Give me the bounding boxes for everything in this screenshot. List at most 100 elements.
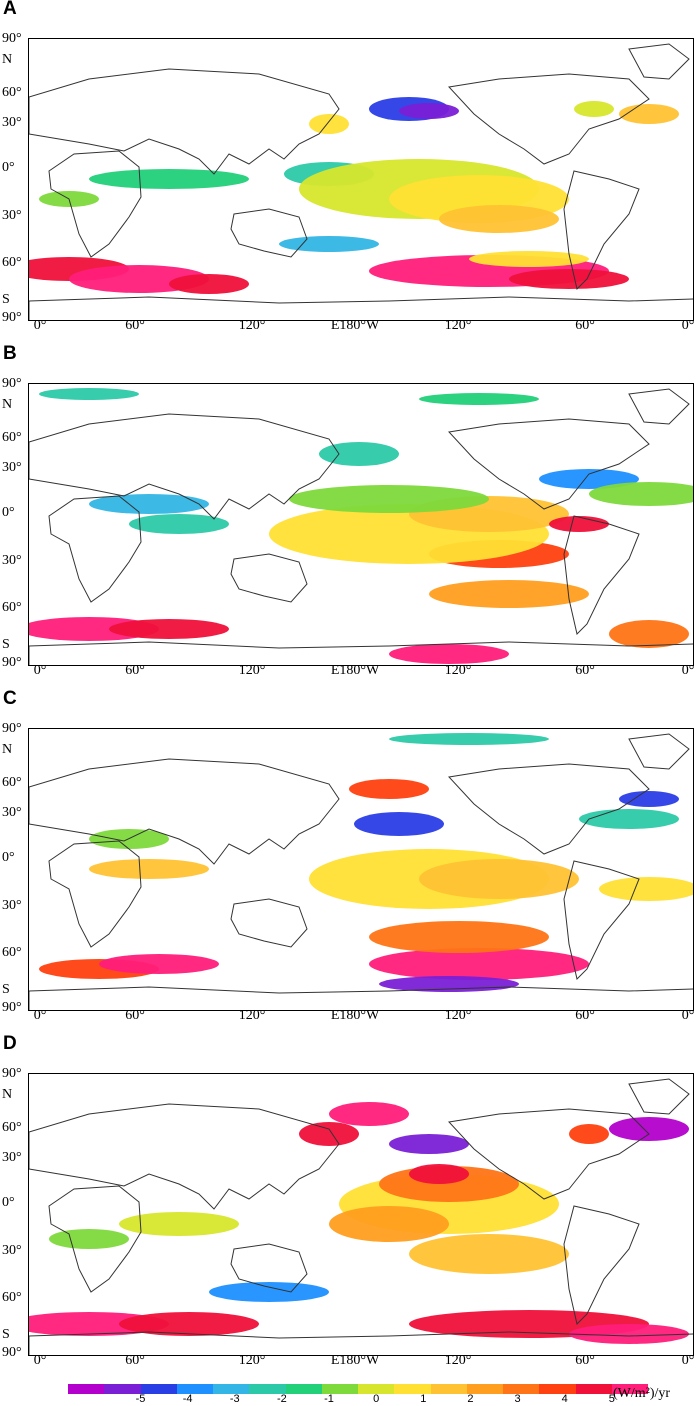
field-patch [439,205,559,233]
field-patch [209,1282,329,1302]
map-c [28,728,694,1011]
lon-label: 0° [681,1008,695,1023]
coastline-layer [29,388,693,665]
field-patch [569,1124,609,1144]
lon-label: 0° [33,318,47,333]
colorbar-tick: -5 [135,1393,146,1405]
field-layer [29,1102,689,1344]
field-patch [39,388,139,400]
colorbar-tick: 5 [608,1393,615,1405]
field-patch [389,733,549,745]
colorbar-tick: 1 [420,1393,427,1405]
field-layer [29,388,693,664]
field-patch [609,1117,689,1141]
field-patch [589,482,693,506]
colorbar-swatch [285,1384,322,1394]
field-patch [469,251,589,267]
coastline [230,208,308,258]
lat-label: 90° [2,1000,22,1015]
lat-label: 90° [2,1345,22,1360]
lat-label: S [2,1327,10,1342]
lat-label: 30° [2,208,22,223]
lon-label: 120° [444,1008,472,1023]
lon-label: 60° [575,663,595,678]
field-map-a [29,43,693,320]
colorbar-swatch [611,1384,648,1394]
coastline [447,1108,650,1200]
colorbar-swatch [68,1384,105,1394]
coastline [628,43,690,80]
lat-label: 60° [2,600,22,615]
field-patch [609,620,689,648]
map-d [28,1073,694,1356]
field-patch [119,1212,239,1236]
field-patch [329,1206,449,1242]
coastline [230,1243,308,1293]
colorbar-swatch [249,1384,286,1394]
colorbar-tick: -3 [229,1393,240,1405]
lat-label: 90° [2,720,22,736]
lat-label: 30° [2,460,22,475]
lon-label: 120° [238,663,266,678]
lon-label: 120° [444,1353,472,1368]
field-map-d [29,1078,693,1355]
panel-label: B [3,343,17,364]
lon-label: 0° [33,1008,47,1023]
lat-label: 90° [2,1065,22,1081]
coastline [29,296,693,320]
panel-d: D 90° N 60° 30° 0° 30° 60° S 90° 0° 60° 120° E180°W 1… [0,1033,699,1370]
lat-label: 90° [2,655,22,670]
field-patch [369,948,589,980]
lat-label: 30° [2,1150,22,1165]
coastline [628,733,690,770]
field-patch [419,393,539,405]
field-patch [299,1122,359,1146]
field-patch [599,877,693,901]
field-layer [39,733,693,992]
coastline [230,553,308,603]
lat-label: 0° [2,1195,15,1210]
coastline [563,1205,640,1325]
lon-label: 0° [681,1353,695,1368]
field-patch [109,619,229,639]
colorbar-swatch [539,1384,576,1394]
map-b [28,383,694,666]
field-patch [569,1324,689,1344]
field-map-c [29,733,693,1010]
coastline [29,1103,340,1210]
colorbar-unit: (W/m²)/yr [613,1386,671,1401]
field-patch [309,114,349,134]
lat-label: S [2,637,10,652]
coastline [29,413,340,520]
lon-label: 120° [238,1008,266,1023]
lat-label: S [2,292,10,307]
lon-label: 0° [33,1353,47,1368]
field-patch [89,494,209,514]
panel-b: B 90° N 60° 30° 0° 30° 60° S 90° 0° 60° 120° E180°W 1… [0,343,699,680]
lat-label: 60° [2,430,22,445]
field-patch [99,954,219,974]
colorbar-tick: -4 [182,1393,193,1405]
coastline [628,388,690,425]
lat-label: 0° [2,160,15,175]
colorbar-tick: -2 [276,1393,287,1405]
field-map-b [29,388,693,665]
panel-label: C [3,688,17,709]
lat-label: 30° [2,115,22,130]
map-a [28,38,694,321]
lon-label: 60° [125,1008,145,1023]
colorbar-swatch [104,1384,141,1394]
lon-label: 60° [575,318,595,333]
lon-label: 0° [681,663,695,678]
coastline [29,1331,693,1355]
field-patch [279,236,379,252]
lat-label: 90° [2,310,22,325]
field-patch [574,101,614,117]
field-patch [319,442,399,466]
field-layer [29,97,679,294]
panel-label: A [3,0,17,19]
lon-label: 60° [575,1353,595,1368]
field-patch [354,812,444,836]
coastline [447,763,650,855]
field-patch [409,1234,569,1274]
